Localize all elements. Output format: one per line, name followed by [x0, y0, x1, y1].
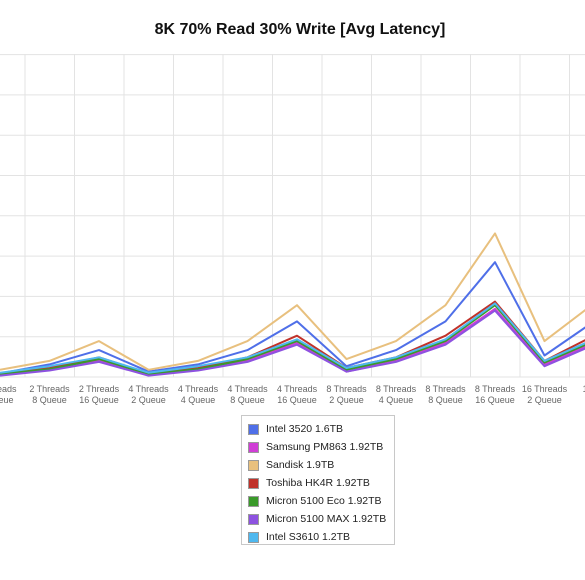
x-tick-label: 2 Queue [329, 395, 364, 405]
legend-item[interactable]: Micron 5100 Eco 1.92TB [248, 492, 394, 510]
x-tick-label: 2 Threads [29, 384, 70, 394]
x-tick-label: 4 Threads [227, 384, 268, 394]
x-tick-label: 8 Threads [425, 384, 466, 394]
x-tick-label: 2 Queue [131, 395, 166, 405]
legend: Intel 3520 1.6TB Samsung PM863 1.92TB Sand… [241, 415, 395, 545]
x-tick-label: 16 Queue [277, 395, 317, 405]
x-tick-label: 8 Threads [326, 384, 367, 394]
x-tick-label: Queue [0, 395, 14, 405]
series-lines [0, 232, 585, 377]
x-tick-label: 16 Th [583, 384, 585, 394]
x-tick-label: Threads [0, 384, 17, 394]
legend-label: Toshiba HK4R 1.92TB [266, 477, 370, 489]
legend-label: Intel 3520 1.6TB [266, 423, 344, 435]
legend-swatch [248, 495, 259, 507]
x-tick-label: 16 Queue [475, 395, 515, 405]
legend-swatch [248, 423, 259, 435]
legend-label: Sandisk 1.9TB [266, 459, 335, 471]
series-line-1 [0, 307, 585, 377]
legend-item[interactable]: Toshiba HK4R 1.92TB [248, 474, 394, 492]
legend-label: Intel S3610 1.2TB [266, 531, 351, 543]
legend-swatch [248, 513, 259, 525]
x-tick-label: 4 Queue [181, 395, 216, 405]
series-line-0 [0, 261, 585, 375]
series-line-5 [0, 309, 585, 377]
grid [0, 54, 585, 378]
legend-swatch [248, 441, 259, 453]
legend-item[interactable]: Samsung PM863 1.92TB [248, 438, 394, 456]
x-tick-label: 16 Queue [79, 395, 119, 405]
x-tick-label: 4 Threads [277, 384, 318, 394]
legend-label: Samsung PM863 1.92TB [266, 441, 384, 453]
legend-item[interactable]: Intel 3520 1.6TB [248, 420, 394, 438]
x-tick-label: 8 Queue [32, 395, 67, 405]
legend-item[interactable]: Micron 5100 MAX 1.92TB [248, 510, 394, 528]
series-line-6 [0, 302, 585, 374]
legend-label: Micron 5100 MAX 1.92TB [266, 513, 387, 525]
legend-swatch [248, 531, 259, 543]
legend-item[interactable]: Intel S3610 1.2TB [248, 528, 394, 546]
x-tick-label: 2 Queue [527, 395, 562, 405]
x-tick-label: 2 Threads [79, 384, 120, 394]
legend-label: Micron 5100 Eco 1.92TB [266, 495, 382, 507]
x-tick-label: 4 Threads [128, 384, 169, 394]
chart-title: 8K 70% Read 30% Write [Avg Latency] [155, 21, 446, 38]
legend-swatch [248, 459, 259, 471]
x-tick-label: 8 Threads [376, 384, 417, 394]
x-tick-label: 8 Queue [230, 395, 265, 405]
series-line-4 [0, 304, 585, 376]
x-tick-label: 4 Threads [178, 384, 219, 394]
x-tick-label: 8 Queue [428, 395, 463, 405]
legend-swatch [248, 477, 259, 489]
x-tick-label: 16 Threads [522, 384, 568, 394]
series-line-2 [0, 232, 585, 371]
x-tick-label: 8 Threads [475, 384, 516, 394]
legend-item[interactable]: Sandisk 1.9TB [248, 456, 394, 474]
x-tick-label: 4 Queue [379, 395, 414, 405]
